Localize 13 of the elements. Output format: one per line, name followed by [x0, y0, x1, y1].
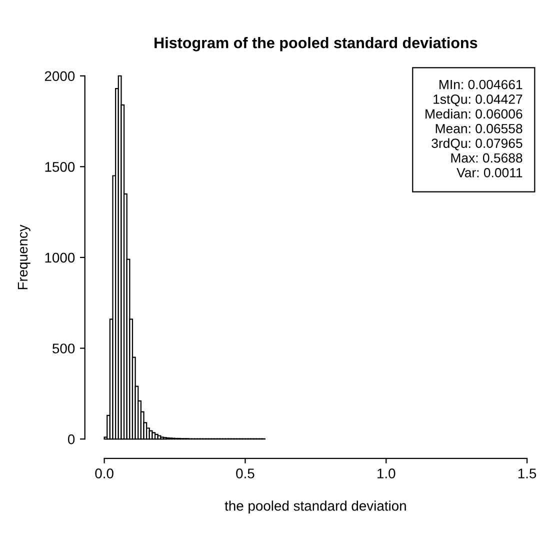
y-tick-label: 1000	[45, 252, 75, 263]
y-tick-label: 500	[52, 344, 75, 354]
x-tick-label: 1.0	[378, 468, 396, 478]
y-axis-title: Frequency	[18, 224, 30, 290]
x-tick-label: 0.0	[95, 468, 114, 478]
x-tick-label: 0.5	[236, 468, 254, 478]
y-tick-label: 0	[68, 434, 75, 444]
annotation: MIn: 0.004661 1stQu: 0.04427 Median: 0.06006 Mean: 0.06558 3rdQu: 0.07965 Max: 0.5688 Var: 0.0011	[426, 80, 522, 178]
chart-title: Histogram of the pooled standard deviations	[154, 37, 478, 52]
y-tick-label: 2000	[44, 71, 75, 82]
x-tick-label: 1.5	[518, 468, 536, 478]
y-tick-label: 1500	[45, 162, 75, 172]
x-axis-title: the pooled standard deviation	[224, 500, 406, 514]
